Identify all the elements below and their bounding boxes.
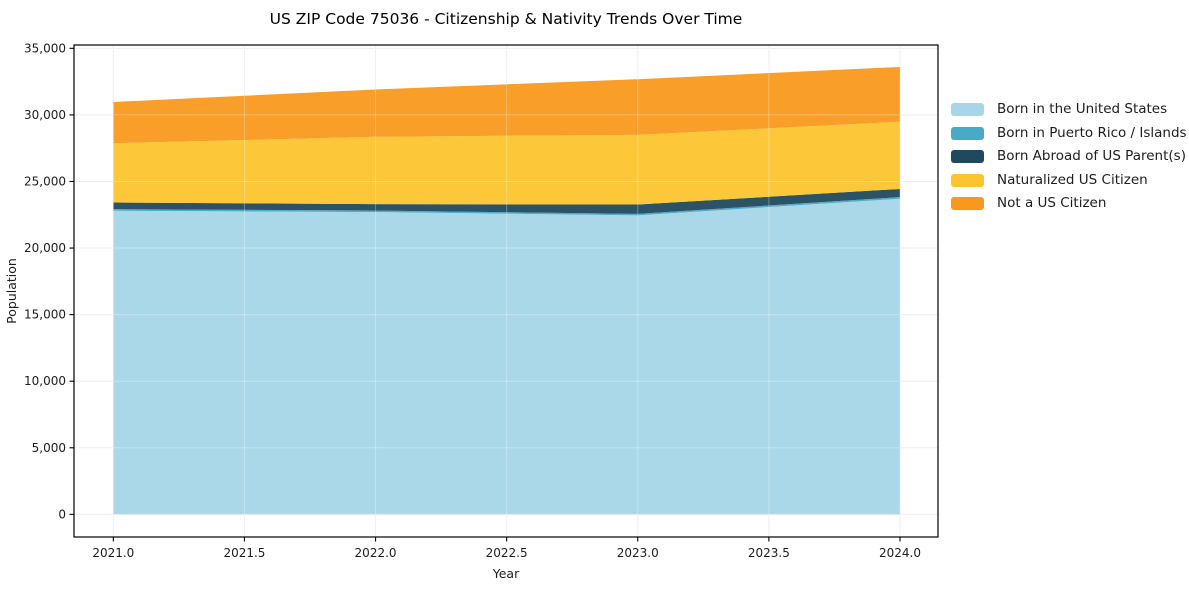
x-tick-label: 2021.5 bbox=[223, 546, 265, 560]
gridlines-overlay bbox=[74, 45, 938, 537]
y-tick-label: 35,000 bbox=[24, 41, 66, 55]
legend-item: Naturalized US Citizen bbox=[951, 171, 1187, 188]
y-tick-label: 10,000 bbox=[24, 374, 66, 388]
x-tick-label: 2021.0 bbox=[92, 546, 134, 560]
legend-swatch-icon bbox=[951, 126, 984, 140]
area-born-abroad-of-us-parent-s bbox=[113, 188, 900, 214]
legend-swatch-icon bbox=[951, 173, 984, 187]
legend: Born in the United States Born in Puerto … bbox=[951, 101, 1187, 221]
legend-item: Born in Puerto Rico / Islands bbox=[951, 124, 1187, 141]
y-tick-label: 30,000 bbox=[24, 108, 66, 122]
x-tick-label: 2024.0 bbox=[879, 546, 921, 560]
tick-labels: 2021.0 2021.5 2022.0 2022.5 2023.0 2023.5 2024… bbox=[24, 41, 921, 560]
legend-item-label: Naturalized US Citizen bbox=[997, 171, 1148, 188]
stacked-areas bbox=[113, 66, 900, 515]
legend-swatch-icon bbox=[951, 150, 984, 163]
area-born-in-puerto-rico-islands bbox=[113, 197, 900, 216]
y-tick-label: 20,000 bbox=[24, 241, 66, 255]
axis-ticks bbox=[69, 47, 901, 542]
legend-swatch-icon bbox=[951, 197, 984, 210]
area-not-a-us-citizen bbox=[113, 66, 900, 144]
y-axis-label: Population bbox=[4, 258, 19, 324]
y-tick-label: 25,000 bbox=[24, 174, 66, 188]
legend-item-label: Born Abroad of US Parent(s) bbox=[997, 148, 1186, 164]
x-tick-label: 2023.5 bbox=[748, 546, 790, 560]
legend-swatch-icon bbox=[951, 103, 984, 116]
legend-item-label: Born in Puerto Rico / Islands bbox=[997, 124, 1187, 141]
y-tick-label: 15,000 bbox=[24, 308, 66, 322]
plot-border bbox=[73, 44, 939, 538]
legend-item: Not a US Citizen bbox=[951, 195, 1187, 211]
x-tick-label: 2022.0 bbox=[355, 546, 397, 560]
legend-item-label: Born in the United States bbox=[997, 101, 1168, 117]
area-naturalized-us-citizen bbox=[113, 121, 900, 205]
legend-item-label: Not a US Citizen bbox=[997, 195, 1107, 211]
x-tick-label: 2023.0 bbox=[617, 546, 659, 560]
x-axis-label: Year bbox=[492, 566, 520, 581]
x-tick-label: 2022.5 bbox=[486, 546, 528, 560]
y-tick-label: 5,000 bbox=[32, 441, 66, 455]
legend-item: Born in the United States bbox=[951, 101, 1187, 117]
area-born-in-the-united-states bbox=[113, 198, 900, 515]
y-tick-label: 0 bbox=[58, 507, 66, 521]
legend-item: Born Abroad of US Parent(s) bbox=[951, 148, 1187, 164]
chart-title: US ZIP Code 75036 - Citizenship & Nativi… bbox=[270, 10, 743, 28]
